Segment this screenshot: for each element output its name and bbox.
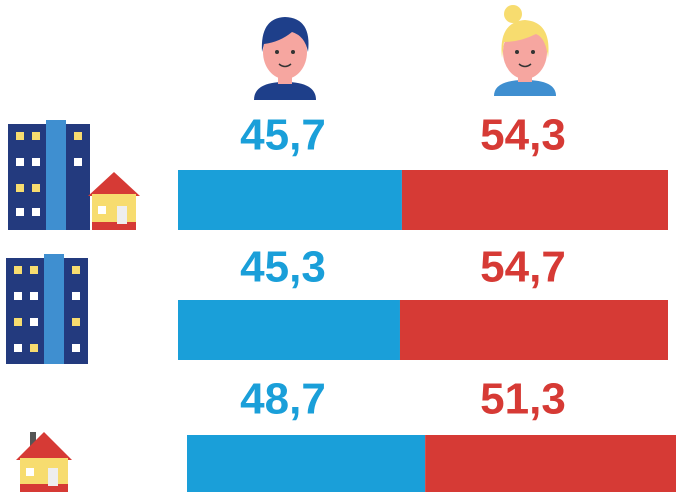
value-label: 45,7 xyxy=(240,111,326,160)
house-icon xyxy=(16,432,72,492)
bar-segment xyxy=(401,170,668,230)
bar-segment xyxy=(178,300,400,360)
bar-segment xyxy=(187,435,426,492)
value-label: 48,7 xyxy=(240,375,326,424)
building-icon xyxy=(6,254,88,364)
bar-segment xyxy=(425,435,676,492)
bar-segment xyxy=(178,170,402,230)
value-label: 54,3 xyxy=(480,111,566,160)
woman-icon xyxy=(494,5,556,96)
bar-segment xyxy=(399,300,668,360)
value-label: 45,3 xyxy=(240,243,326,292)
building-house-icon xyxy=(8,120,140,230)
man-icon xyxy=(254,17,316,100)
value-label: 54,7 xyxy=(480,243,566,292)
value-label: 51,3 xyxy=(480,375,566,424)
